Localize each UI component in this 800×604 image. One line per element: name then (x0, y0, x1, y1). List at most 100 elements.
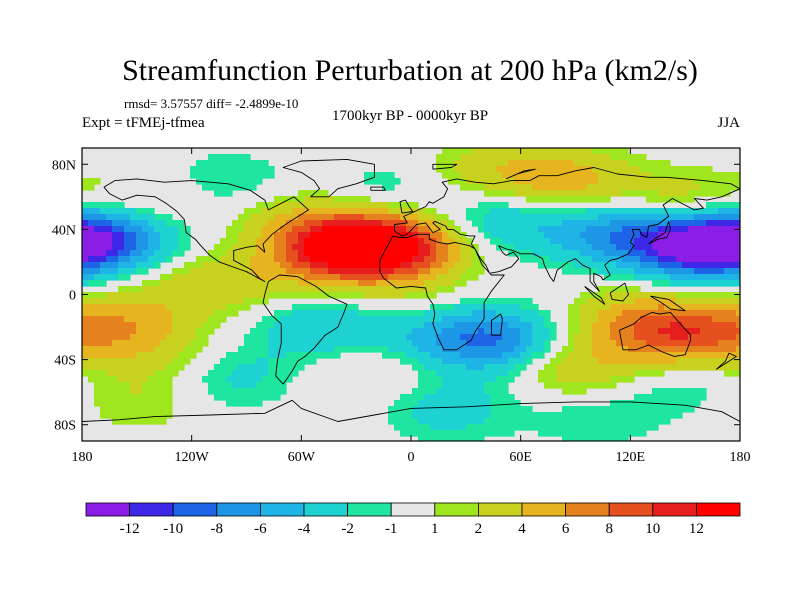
field-cell (586, 298, 593, 305)
field-cell (580, 358, 587, 365)
field-cell (496, 226, 503, 233)
field-cell (586, 376, 593, 383)
field-cell (706, 226, 713, 233)
field-cell (532, 328, 539, 335)
field-cell (436, 400, 443, 407)
field-cell (622, 154, 629, 161)
field-cell (400, 292, 407, 299)
field-cell (730, 304, 737, 311)
field-cell (400, 346, 407, 353)
field-cell (580, 424, 587, 431)
field-cell (370, 280, 377, 287)
field-cell (346, 250, 353, 257)
field-cell (250, 400, 257, 407)
field-cell (718, 364, 725, 371)
field-cell (466, 334, 473, 341)
field-cell (490, 226, 497, 233)
field-cell (622, 148, 629, 155)
field-cell (706, 340, 713, 347)
field-cell (682, 172, 689, 179)
field-cell (682, 406, 689, 413)
field-cell (226, 292, 233, 299)
field-cell (406, 406, 413, 413)
field-cell (712, 298, 719, 305)
field-cell (256, 274, 263, 281)
field-cell (652, 166, 659, 173)
field-cell (154, 394, 161, 401)
field-cell (322, 208, 329, 215)
field-cell (208, 250, 215, 257)
field-cell (298, 358, 305, 365)
field-cell (304, 208, 311, 215)
field-cell (298, 250, 305, 257)
field-cell (586, 364, 593, 371)
field-cell (514, 424, 521, 431)
field-cell (100, 406, 107, 413)
field-cell (664, 316, 671, 323)
field-cell (364, 340, 371, 347)
field-cell (202, 262, 209, 269)
field-cell (478, 394, 485, 401)
field-cell (304, 316, 311, 323)
field-cell (670, 232, 677, 239)
field-cell (376, 322, 383, 329)
field-cell (670, 166, 677, 173)
field-cell (586, 256, 593, 263)
field-cell (490, 394, 497, 401)
field-cell (670, 340, 677, 347)
field-cell (226, 382, 233, 389)
field-cell (658, 160, 665, 167)
field-cell (610, 226, 617, 233)
field-cell (208, 298, 215, 305)
field-cell (556, 208, 563, 215)
field-cell (322, 226, 329, 233)
field-cell (418, 226, 425, 233)
field-cell (376, 292, 383, 299)
field-cell (562, 154, 569, 161)
field-cell (172, 286, 179, 293)
field-cell (418, 316, 425, 323)
field-cell (460, 166, 467, 173)
field-cell (724, 256, 731, 263)
field-cell (616, 322, 623, 329)
field-cell (622, 406, 629, 413)
field-cell (694, 292, 701, 299)
field-cell (88, 370, 95, 377)
field-cell (658, 340, 665, 347)
field-cell (628, 310, 635, 317)
field-cell (250, 298, 257, 305)
field-cell (334, 334, 341, 341)
field-cell (262, 214, 269, 221)
field-cell (328, 340, 335, 347)
field-cell (82, 370, 89, 377)
field-cell (460, 298, 467, 305)
field-cell (664, 400, 671, 407)
field-cell (364, 328, 371, 335)
field-cell (484, 226, 491, 233)
field-cell (256, 334, 263, 341)
field-cell (424, 226, 431, 233)
field-cell (166, 400, 173, 407)
field-cell (262, 376, 269, 383)
field-cell (442, 256, 449, 263)
field-cell (268, 226, 275, 233)
field-cell (418, 310, 425, 317)
field-cell (436, 166, 443, 173)
field-cell (310, 280, 317, 287)
field-cell (346, 280, 353, 287)
field-cell (520, 250, 527, 257)
field-cell (436, 352, 443, 359)
field-cell (454, 262, 461, 269)
field-cell (250, 160, 257, 167)
field-cell (208, 268, 215, 275)
field-cell (550, 220, 557, 227)
field-cell (118, 418, 125, 425)
field-cell (274, 370, 281, 377)
field-cell (238, 160, 245, 167)
field-cell (484, 352, 491, 359)
field-cell (688, 190, 695, 197)
field-cell (382, 274, 389, 281)
field-cell (250, 214, 257, 221)
season-label: JJA (717, 115, 740, 131)
field-cell (586, 292, 593, 299)
